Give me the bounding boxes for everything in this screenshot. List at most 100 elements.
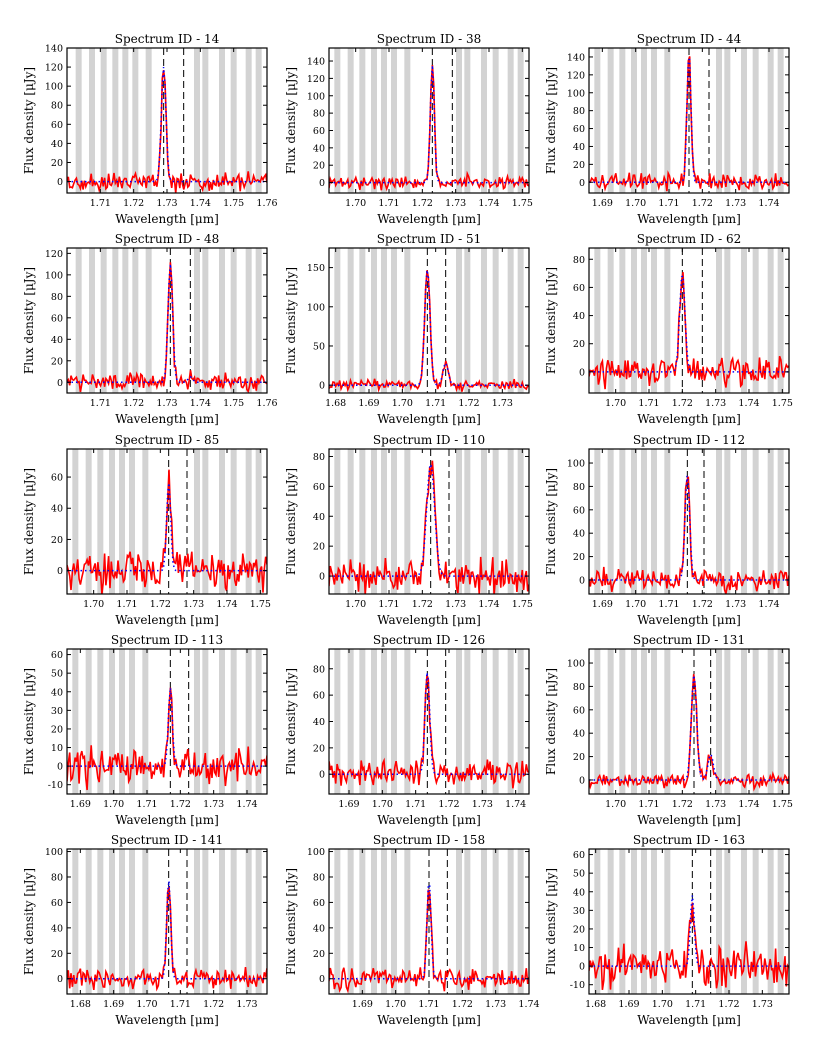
y-tick-label: 0: [319, 770, 325, 781]
y-tick-label: 20: [51, 535, 63, 546]
x-tick-label: 1.71: [658, 198, 679, 209]
skyline-band: [492, 248, 499, 393]
x-tick-label: 1.70: [392, 398, 413, 409]
x-tick-label: 1.71: [638, 398, 659, 409]
skyline-band: [619, 449, 626, 594]
skyline-band: [607, 449, 614, 594]
x-tick-label: 1.75: [512, 599, 533, 610]
x-tick-label: 1.75: [223, 198, 244, 209]
x-tick-label: 1.74: [478, 599, 499, 610]
skyline-band: [741, 449, 747, 594]
skyline-band: [651, 248, 657, 393]
x-axis-label: Wavelength [μm]: [377, 412, 481, 426]
plot-area: [67, 649, 267, 794]
skyline-band: [334, 248, 341, 393]
skyline-band: [72, 849, 79, 994]
skyline-band: [202, 649, 209, 794]
y-tick-label: 60: [573, 850, 585, 861]
y-tick-label: 40: [573, 311, 585, 322]
y-tick-label: 120: [45, 249, 63, 260]
x-tick-label: 1.74: [758, 599, 779, 610]
x-tick-label: 1.71: [658, 599, 679, 610]
y-tick-label: 100: [567, 659, 585, 670]
skyline-band: [334, 649, 341, 794]
skyline-band: [607, 248, 614, 393]
skyline-band: [404, 248, 411, 393]
x-tick-label: 1.69: [358, 398, 379, 409]
skyline-band: [481, 48, 487, 193]
y-tick-label: 50: [313, 341, 325, 352]
skyline-band: [651, 449, 657, 594]
skyline-band: [359, 849, 366, 994]
skyline-band: [404, 849, 411, 994]
y-tick-label: 150: [307, 263, 325, 274]
skyline-band: [75, 248, 82, 393]
panel-title: Spectrum ID - 62: [637, 232, 742, 246]
x-tick-label: 1.73: [156, 198, 177, 209]
y-tick-label: 40: [51, 139, 63, 150]
skyline-band: [85, 649, 92, 794]
axes-frame: [66, 648, 268, 795]
y-tick-label: 20: [313, 949, 325, 960]
y-tick-label: 0: [579, 575, 585, 586]
skyline-band: [334, 48, 341, 193]
skyline-band: [371, 48, 377, 193]
skyline-band: [651, 48, 657, 193]
axes-frame: [66, 848, 268, 995]
skyline-band: [664, 248, 671, 393]
y-axis-label: Flux density [μJy]: [22, 67, 36, 174]
y-tick-label: 10: [51, 743, 63, 754]
skyline-band: [122, 48, 129, 193]
skyline-band: [347, 649, 354, 794]
plot-area: [589, 649, 789, 794]
y-tick-label: 60: [313, 898, 325, 909]
plot-area: [329, 449, 529, 594]
skyline-band: [456, 849, 462, 994]
skyline-band: [631, 248, 637, 393]
skyline-band: [456, 449, 462, 594]
skyline-band: [631, 449, 637, 594]
skyline-band: [194, 48, 200, 193]
skyline-band: [359, 649, 366, 794]
spectrum-panel: 1.70 1.71 1.72 1.73 1.74 1.75 0 20 40 60 80 100 Spec…: [544, 633, 793, 827]
x-tick-label: 1.73: [236, 999, 257, 1010]
skyline-band: [752, 48, 759, 193]
y-tick-label: 20: [51, 158, 63, 169]
x-tick-label: 1.71: [378, 198, 399, 209]
y-tick-label: 0: [57, 378, 63, 389]
model-fit-line: [67, 482, 267, 572]
y-tick-label: 60: [51, 473, 63, 484]
plot-area: [589, 849, 789, 994]
skyline-band: [119, 849, 125, 994]
spectrum-panel: 1.70 1.71 1.72 1.73 1.74 1.75 0 20 40 60 Spectrum …: [22, 433, 271, 627]
skyline-band: [741, 248, 747, 393]
model-fit-line: [589, 58, 789, 184]
y-tick-label: 80: [313, 664, 325, 675]
skyline-band: [194, 649, 200, 794]
skyline-band: [359, 449, 366, 594]
y-tick-label: 120: [45, 63, 63, 74]
axes-frame: [66, 448, 268, 595]
x-tick-label: 1.74: [478, 198, 499, 209]
y-tick-label: 40: [573, 142, 585, 153]
skyline-band: [464, 849, 471, 994]
plot-area: [67, 248, 267, 393]
skyline-band: [716, 248, 722, 393]
skyline-band: [641, 449, 647, 594]
y-tick-label: 20: [573, 339, 585, 350]
x-tick-label: 1.72: [123, 398, 144, 409]
observed-spectrum-line: [67, 69, 267, 193]
skyline-band: [359, 48, 366, 193]
skyline-band: [245, 248, 252, 393]
skyline-band: [404, 649, 411, 794]
skyline-band: [129, 849, 135, 994]
y-tick-label: 60: [51, 650, 63, 661]
y-tick-label: 100: [567, 88, 585, 99]
y-tick-label: 40: [573, 887, 585, 898]
x-tick-label: 1.76: [256, 398, 277, 409]
y-tick-label: 20: [51, 356, 63, 367]
skyline-band: [594, 649, 601, 794]
y-tick-label: 50: [51, 669, 63, 680]
x-tick-label: 1.72: [438, 799, 459, 810]
